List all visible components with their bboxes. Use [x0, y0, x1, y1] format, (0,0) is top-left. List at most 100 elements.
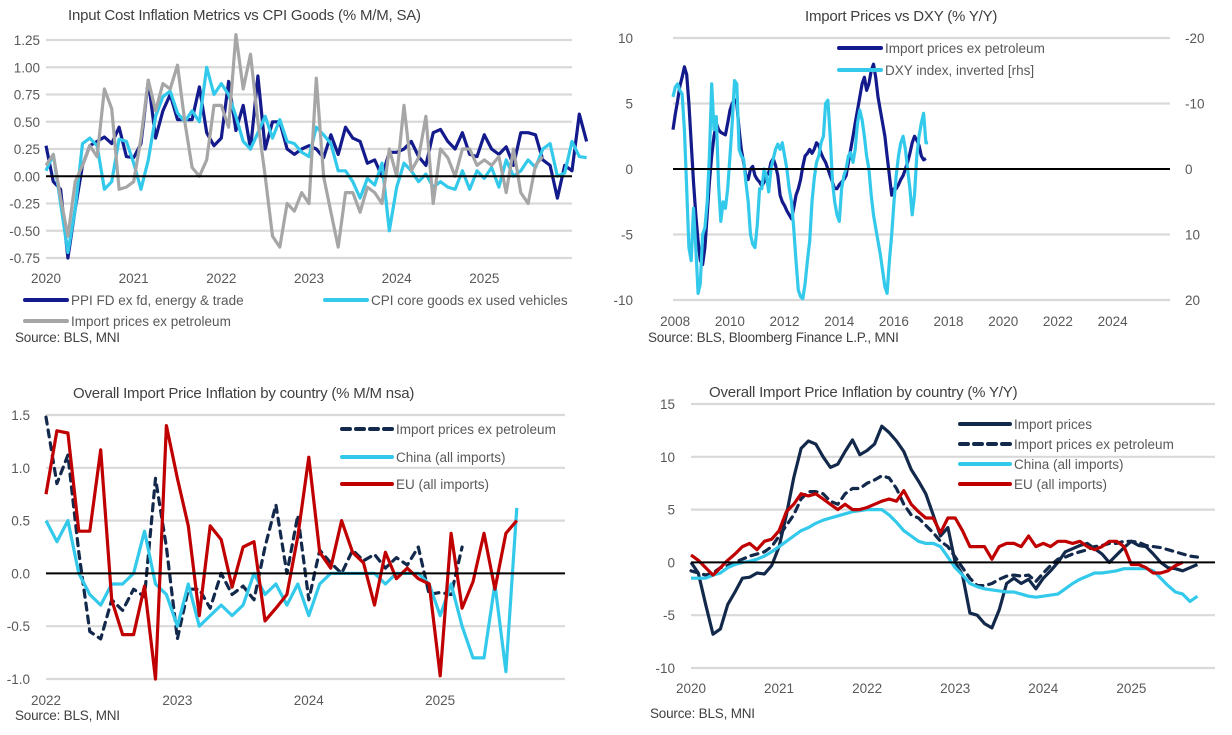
y2-tick-label: 10	[1185, 228, 1200, 243]
y-tick-label: -0.75	[9, 251, 40, 266]
chart-plot-area: -10 -5 0 5 10 15 2020 2021 2022 2023 2024 2025 Impor…	[655, 397, 1215, 696]
chart-plot-area: -1.0 -0.5 0.0 0.5 1.0 1.5 2022 2023 2024 2025 Impo…	[7, 408, 565, 708]
y-tick-label: 0.00	[14, 169, 40, 184]
y2-tick-label: -20	[1185, 31, 1205, 46]
y-tick-label: 10	[660, 450, 675, 465]
series-line-eu-all-imports	[44, 423, 519, 681]
y-tick-label: -5	[663, 608, 675, 623]
x-tick-label: 2022	[852, 681, 882, 696]
legend: Import prices ex petroleum China (all imp…	[340, 422, 556, 492]
y-tick-label: 5	[625, 97, 633, 112]
legend-item: Import prices ex petroleum	[23, 314, 231, 329]
y-axis: -10 -5 0 5 10	[613, 31, 633, 308]
chart-title: Overall Import Price Inflation by countr…	[73, 385, 415, 402]
chart-plot-area: -0.75 -0.50 -0.25 0.00 0.25 0.50 0.75 1.00 1.25 2…	[9, 32, 589, 329]
x-tick-label: 2024	[1028, 681, 1059, 696]
y-tick-label: -0.25	[9, 197, 40, 212]
y-tick-label: -1.0	[7, 672, 30, 687]
y-axis: -10 -5 0 5 10 15	[655, 397, 675, 676]
legend-item: EU (all imports)	[958, 477, 1107, 492]
chart-panel-yy-by-country: Overall Import Price Inflation by countr…	[615, 375, 1232, 735]
y-tick-label: 0	[625, 162, 633, 177]
legend-item: China (all imports)	[958, 457, 1124, 472]
legend: Import prices ex petroleum DXY index, inv…	[837, 41, 1045, 78]
y-tick-label: 0.25	[14, 142, 40, 157]
y-tick-label: 0	[667, 555, 675, 570]
legend-label: CPI core goods ex used vehicles	[371, 293, 568, 308]
legend-item: Import prices ex petroleum	[340, 422, 556, 437]
x-tick-label: 2025	[469, 271, 499, 286]
series-line-china-all-imports	[44, 507, 519, 674]
x-tick-label: 2012	[770, 314, 800, 329]
series-line-ppi-fd-ex-fd-energy-trade	[44, 74, 589, 260]
x-tick-label: 2014	[824, 314, 855, 329]
y-tick-label: -10	[655, 661, 675, 676]
series-group	[44, 32, 589, 260]
y-tick-label: 0.50	[14, 115, 40, 130]
x-axis: 2008 2010 2012 2014 2016 2018 2020 2022 2024	[660, 314, 1128, 329]
legend-label: DXY index, inverted [rhs]	[885, 63, 1034, 78]
chart-plot-area: -10 -5 0 5 10 -20 -10 0 10 20 2008 2010 2012 2014 2016…	[613, 31, 1205, 329]
chart-source: Source: BLS, MNI	[15, 708, 120, 723]
x-axis: 2020 2021 2022 2023 2024 2025	[31, 271, 499, 286]
x-tick-label: 2025	[425, 693, 455, 708]
y2-tick-label: -10	[1185, 97, 1205, 112]
x-tick-label: 2022	[1043, 314, 1073, 329]
legend-item: Import prices ex petroleum	[837, 41, 1045, 56]
series-line-dxy-index-inverted-rhs	[671, 78, 929, 301]
chart-panel-mm-by-country: Overall Import Price Inflation by countr…	[0, 375, 600, 735]
gridlines	[691, 402, 1215, 670]
x-tick-label: 2021	[764, 681, 794, 696]
legend-item: Import prices	[958, 417, 1092, 432]
legend-label: EU (all imports)	[1014, 477, 1107, 492]
legend-label: China (all imports)	[1014, 457, 1124, 472]
y-axis: -1.0 -0.5 0.0 0.5 1.0 1.5	[7, 408, 30, 687]
legend-item: CPI core goods ex used vehicles	[323, 293, 568, 308]
x-tick-label: 2018	[934, 314, 964, 329]
series-group	[689, 424, 1200, 636]
x-tick-label: 2024	[1098, 314, 1129, 329]
legend-label: PPI FD ex fd, energy & trade	[71, 293, 244, 308]
y-tick-label: -0.50	[9, 224, 40, 239]
legend-item: EU (all imports)	[340, 477, 489, 492]
chart-panel-input-cost: Input Cost Inflation Metrics vs CPI Good…	[0, 0, 600, 360]
y-tick-label: -5	[621, 228, 633, 243]
chart-title: Overall Import Price Inflation by countr…	[709, 384, 1018, 401]
legend-label: Import prices	[1014, 417, 1092, 432]
legend-label: Import prices ex petroleum	[885, 41, 1045, 56]
x-tick-label: 2023	[940, 681, 970, 696]
y-tick-label: 5	[667, 503, 675, 518]
y-tick-label: 1.0	[11, 461, 30, 476]
series-line-import-prices-ex-petroleum	[44, 32, 545, 249]
y-tick-label: 10	[618, 31, 633, 46]
x-tick-label: 2021	[119, 271, 149, 286]
gridlines	[46, 413, 565, 681]
x-tick-label: 2016	[879, 314, 909, 329]
series-group	[44, 415, 519, 681]
legend-item: PPI FD ex fd, energy & trade	[23, 293, 244, 308]
y-tick-label: 0.75	[14, 88, 40, 103]
series-line-import-prices-ex-petroleum	[44, 415, 464, 641]
legend-item: China (all imports)	[340, 450, 506, 465]
series-line-china-all-imports	[691, 508, 1199, 604]
x-tick-label: 2024	[294, 693, 325, 708]
x-tick-label: 2020	[676, 681, 706, 696]
x-tick-label: 2020	[988, 314, 1018, 329]
chart-title: Import Prices vs DXY (% Y/Y)	[805, 8, 998, 25]
x-tick-label: 2008	[660, 314, 690, 329]
x-tick-label: 2023	[294, 271, 324, 286]
x-tick-label: 2010	[715, 314, 745, 329]
y-tick-label: 1.5	[11, 408, 30, 423]
x-tick-label: 2022	[206, 271, 236, 286]
legend-label: EU (all imports)	[396, 477, 489, 492]
legend-label: Import prices ex petroleum	[1014, 437, 1174, 452]
x-axis: 2022 2023 2024 2025	[31, 693, 455, 708]
legend-label: China (all imports)	[396, 450, 506, 465]
legend: Import prices Import prices ex petroleum C…	[958, 417, 1174, 492]
y2-tick-label: 0	[1185, 162, 1193, 177]
legend-label: Import prices ex petroleum	[396, 422, 556, 437]
legend-label: Import prices ex petroleum	[71, 314, 231, 329]
chart-panel-import-vs-dxy: Import Prices vs DXY (% Y/Y) -10 -5 0 5 10 -2…	[613, 0, 1232, 360]
y-tick-label: -0.5	[7, 619, 30, 634]
x-tick-label: 2025	[1116, 681, 1146, 696]
